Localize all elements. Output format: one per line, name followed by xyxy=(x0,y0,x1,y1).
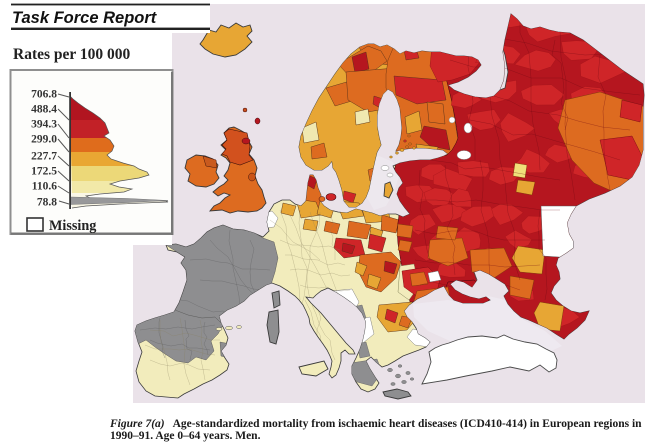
svg-text:Task Force Report: Task Force Report xyxy=(12,9,158,27)
svg-text:488.4: 488.4 xyxy=(31,104,57,116)
svg-text:1990–91. Age 0–64 years. Men.: 1990–91. Age 0–64 years. Men. xyxy=(110,430,261,442)
svg-text:Figure 7(a)Age-standardized mo: Figure 7(a) Age-standardized mortality fr… xyxy=(109,418,642,430)
svg-text:299.0: 299.0 xyxy=(31,134,57,146)
svg-text:706.8: 706.8 xyxy=(31,89,57,101)
svg-text:394.3: 394.3 xyxy=(31,119,57,131)
svg-text:172.5: 172.5 xyxy=(31,166,57,178)
svg-text:78.8: 78.8 xyxy=(37,197,57,209)
svg-text:227.7: 227.7 xyxy=(31,151,57,163)
svg-text:Missing: Missing xyxy=(49,218,96,234)
svg-text:110.6: 110.6 xyxy=(32,181,57,193)
svg-text:Rates per 100 000: Rates per 100 000 xyxy=(13,46,130,63)
